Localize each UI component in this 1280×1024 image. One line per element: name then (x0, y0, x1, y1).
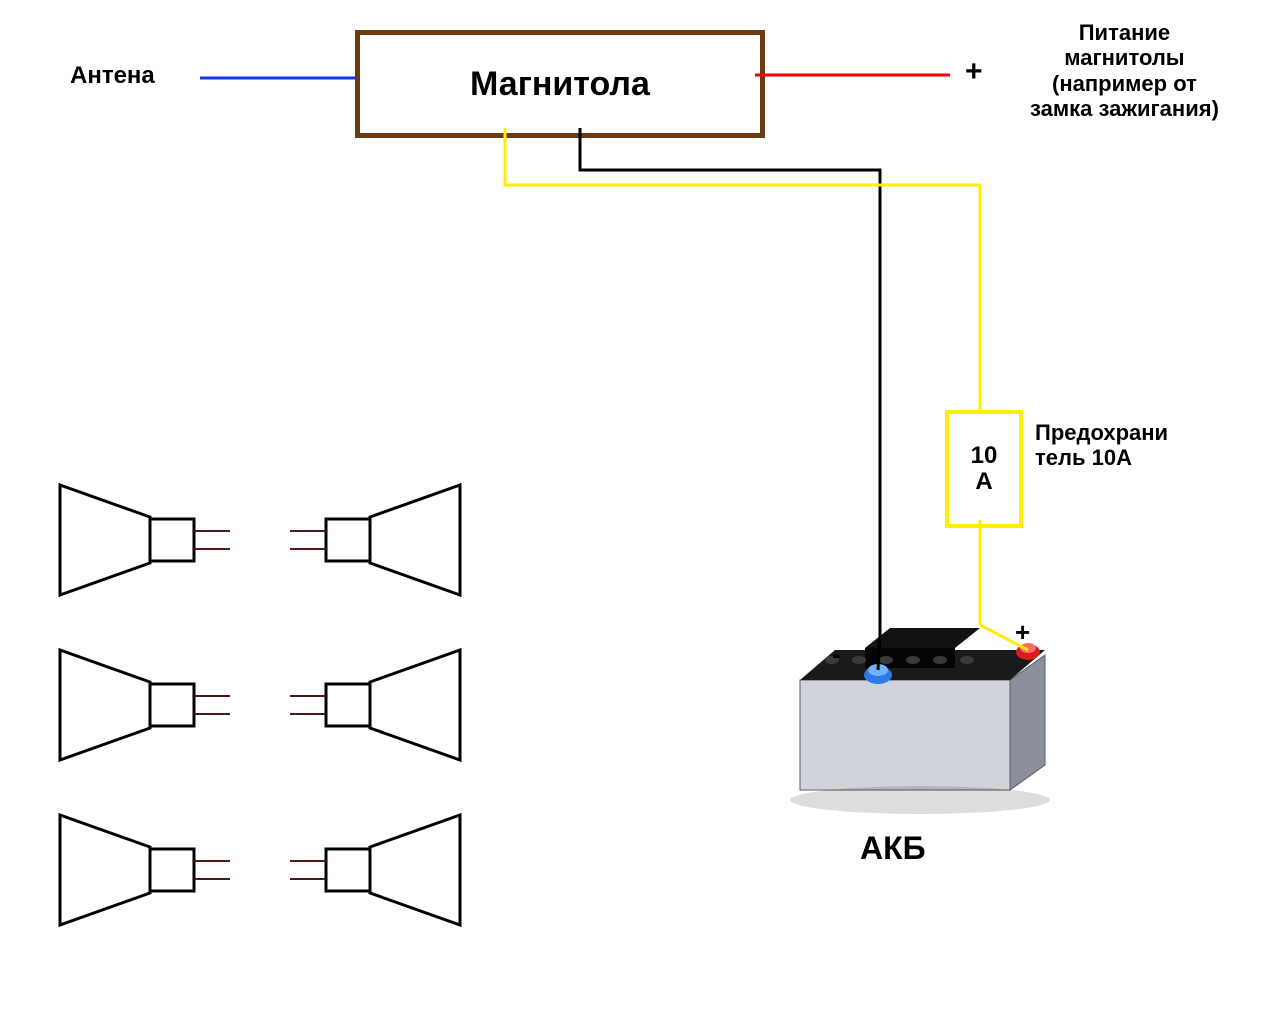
speaker-icon (290, 485, 460, 595)
speaker-icon (60, 815, 230, 925)
plus-symbol: + (965, 55, 983, 90)
head-unit-box: Магнитола (355, 30, 765, 138)
wiring-canvas: Магнитола Антена + Питание магнитолы (на… (0, 0, 1280, 1024)
battery-label: АКБ (860, 830, 926, 867)
power-source-label: Питание магнитолы (например от замка заж… (1030, 20, 1219, 121)
battery-plus-label: + (1015, 618, 1030, 648)
speaker-icon (60, 650, 230, 760)
wire-overlay (0, 0, 1280, 1024)
fuse-side-label: Предохрани тель 10А (1035, 420, 1168, 471)
speaker-icon (290, 650, 460, 760)
fuse-value-label: 10 А (971, 443, 998, 496)
battery-icon (790, 628, 1050, 814)
head-unit-label: Магнитола (470, 65, 650, 104)
speaker-icon (60, 485, 230, 595)
speaker-icon (290, 815, 460, 925)
battery-minus-label: - (832, 640, 841, 670)
antenna-label: Антена (70, 62, 155, 90)
fuse-box: 10 А (945, 410, 1023, 528)
